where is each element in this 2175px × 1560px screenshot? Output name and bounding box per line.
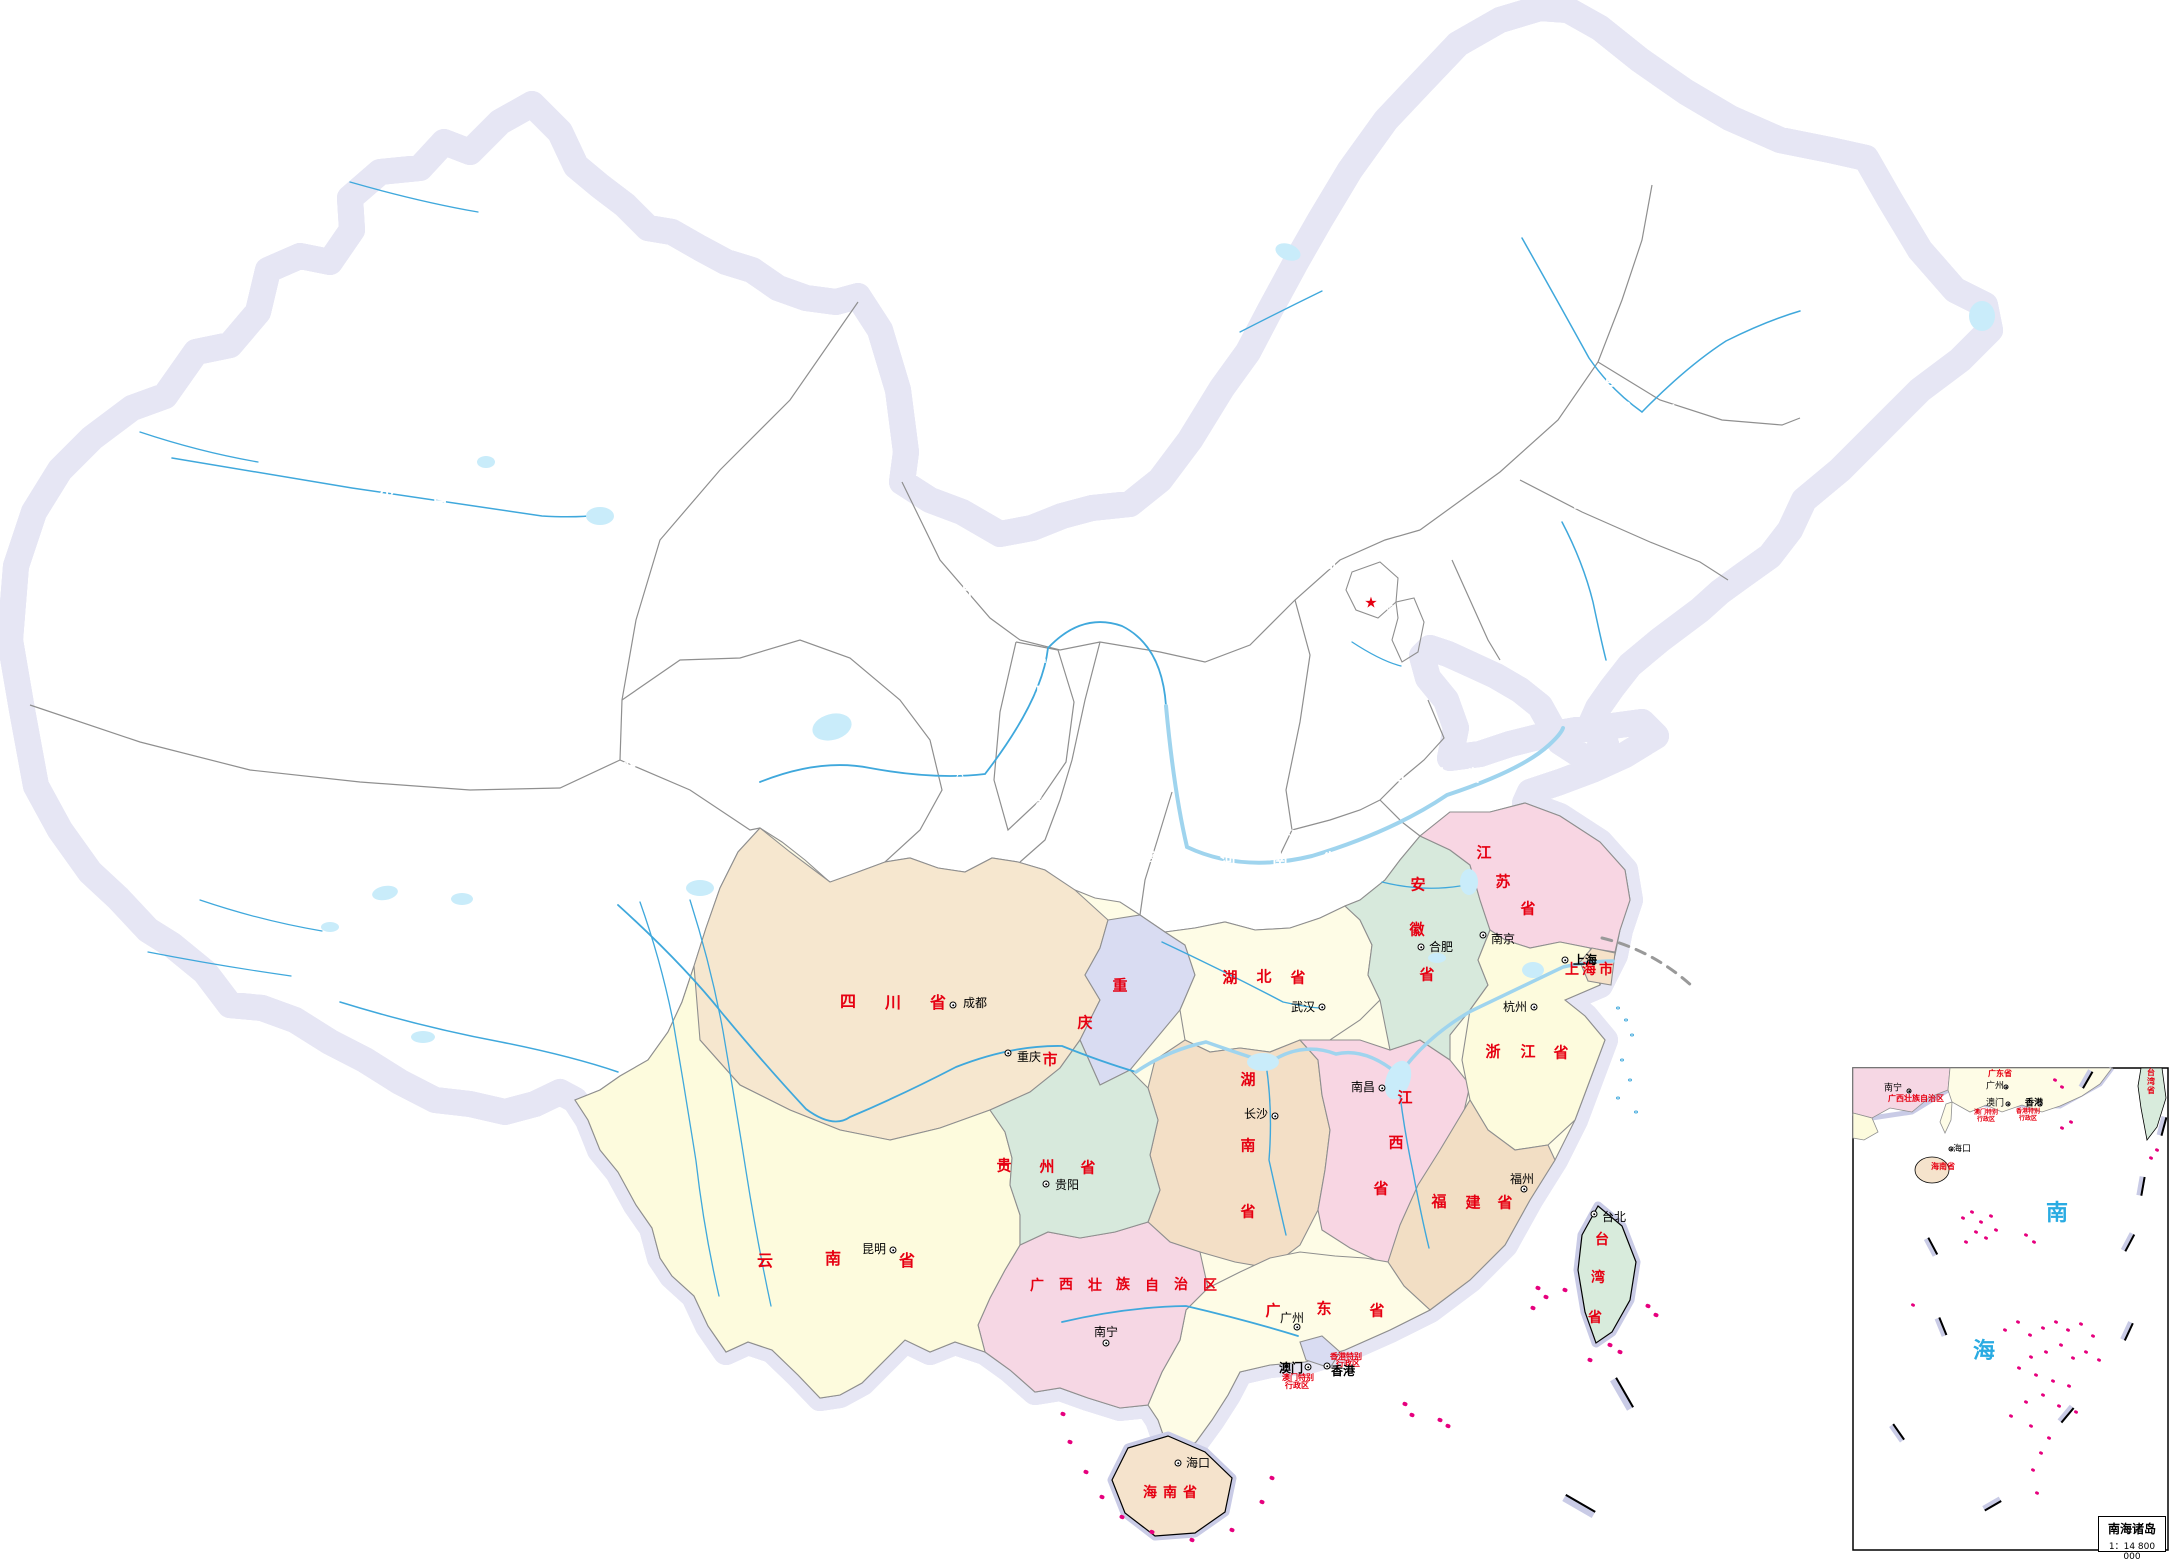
region-jiangsu <box>1418 802 1631 953</box>
inset-scale: 1：14 800 000 <box>2108 1542 2156 1560</box>
region-hubei <box>1163 905 1381 1053</box>
inset-scale-box: 南海诸岛 1：14 800 000 <box>2098 1516 2166 1560</box>
region-fujian <box>1387 1098 1556 1311</box>
region-pearl-delta <box>1299 1335 1341 1369</box>
lakes <box>321 243 1995 1100</box>
region-zhejiang <box>1461 929 1606 1151</box>
inset-land <box>1852 1066 2167 1184</box>
inset-title: 南海诸岛 <box>2107 1522 2156 1536</box>
north-borders <box>29 184 1801 916</box>
rivers <box>139 181 1801 1337</box>
islands <box>1107 1201 1641 1541</box>
region-guizhou <box>989 1038 1161 1246</box>
region-hunan <box>1147 1039 1331 1269</box>
south-provinces <box>574 802 1631 1453</box>
south-china-sea-inset <box>1852 1066 2169 1551</box>
region-taiwan <box>1577 1205 1637 1344</box>
region-shanghai <box>1579 947 1616 986</box>
region-yunnan <box>574 965 1021 1399</box>
region-hainan <box>1111 1435 1233 1537</box>
